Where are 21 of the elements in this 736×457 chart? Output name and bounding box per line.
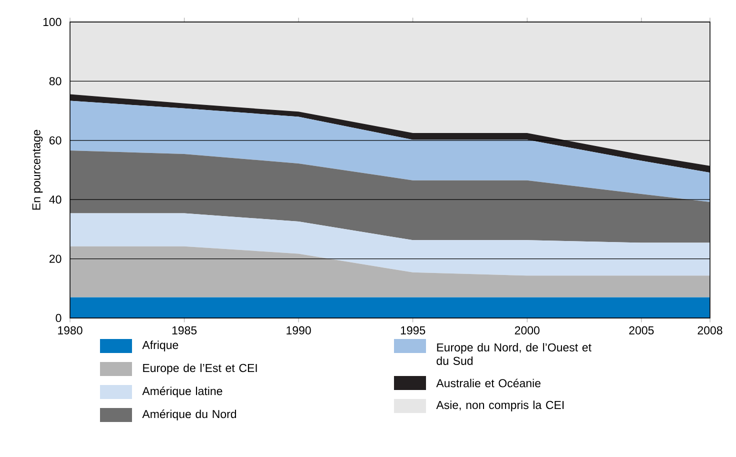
x-tick-label: 2008 [698, 326, 722, 334]
y-tick-label: 20 [50, 254, 62, 263]
x-tick-label: 1990 [286, 326, 311, 334]
y-tick-label: 60 [50, 136, 62, 144]
legend-label: Asie, non compris la CEI [436, 400, 564, 412]
legend-label: Amérique du Nord [142, 410, 236, 420]
y-tick-label: 0 [56, 314, 62, 322]
y-axis-title: En pourcentage [32, 130, 43, 210]
y-tick-label: 100 [43, 18, 62, 26]
x-tick-label: 2000 [514, 326, 540, 334]
x-tick-label: 2005 [629, 326, 654, 334]
x-tick-label: 1980 [58, 326, 82, 334]
y-tick-label: 80 [49, 77, 62, 86]
legend-label: Europe de l’Est et CEI [143, 364, 257, 374]
x-tick-label: 1985 [172, 326, 197, 334]
y-tick-label: 40 [49, 196, 62, 204]
x-tick-label: 1995 [400, 326, 426, 334]
legend-label: Amérique latine [142, 386, 222, 398]
legend-label: Australie et Océanie [436, 378, 540, 388]
legend-label: Europe du Nord, de l’Ouest et du Sud [436, 343, 592, 365]
legend-label: Afrique [142, 340, 178, 352]
